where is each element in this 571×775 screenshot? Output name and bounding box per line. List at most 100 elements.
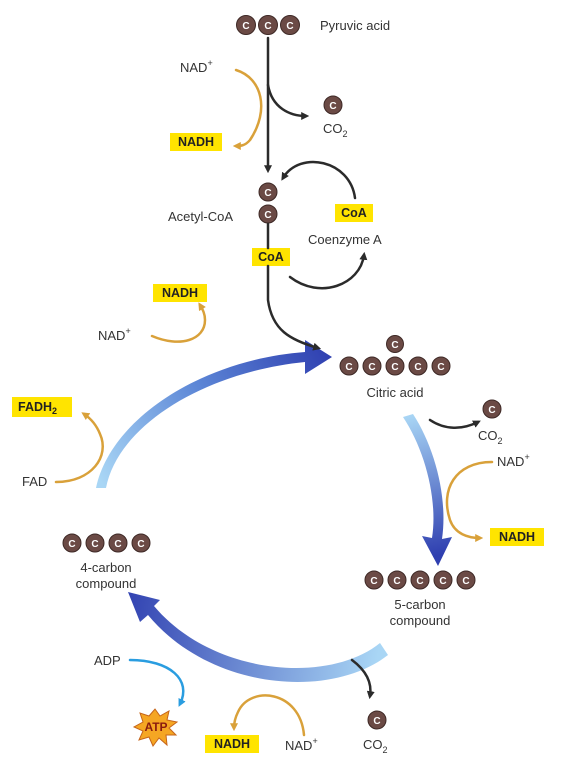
carbon-letter: C [114,539,121,550]
co2-bottom: C CO2 [363,710,388,755]
carbon-letter: C [439,576,446,587]
carbon-letter: C [414,362,421,373]
nadh-tag-upper-left: NADH [153,284,207,302]
four-carbon-label-line2: compound [76,576,137,591]
five-carbon-label-line2: compound [390,613,451,628]
carbon-letter: C [391,362,398,373]
cycle-arrow-to-4-carbon [128,592,388,682]
carbon-letter: C [91,539,98,550]
cycle-arrow-to-citric-acid [96,340,332,488]
nadh-tag-top: NADH [170,133,222,151]
carbon-atom [431,356,451,376]
carbon-letter: C [137,539,144,550]
carbon-letter: C [370,576,377,587]
carbon-atom [339,356,359,376]
citric-acid-molecule: C C C C C C Citric acid [339,335,451,400]
carbon-letter: C [242,21,249,32]
arrow-nad-to-nadh-upper-left [150,302,207,343]
five-carbon-compound: C C C C C 5-carbon compound [364,570,476,628]
carbon-atom [385,356,405,376]
nad-label: NAD+ [285,736,318,753]
nadh-box [205,735,259,753]
four-carbon-label-line1: 4-carbon [80,560,131,575]
fadh2-text: FADH2 [18,400,57,416]
carbon-atom [85,533,105,553]
co2-label: CO2 [478,428,503,446]
fadh2-tag: FADH2 [12,397,72,417]
co2-top: C CO2 [323,95,348,139]
arrow-release-co2-bottom [350,658,375,700]
nad-upper-left: NAD+ [98,326,131,343]
carbon-atom [258,15,278,35]
nadh-box [490,528,544,546]
carbon-atom [323,95,343,115]
carbon-atom [456,570,476,590]
carbon-letter: C [368,362,375,373]
arrow-release-co2-right [428,418,481,429]
arrow-nad-to-nadh-top [232,68,263,150]
carbon-atom [386,335,404,353]
carbon-letter: C [264,210,271,221]
arrow-coa-recycle-out [288,251,368,290]
citric-acid-label: Citric acid [366,385,423,400]
carbon-atom [408,356,428,376]
carbon-letter: C [286,21,293,32]
nad-label: NAD+ [180,58,213,75]
co2-right: C CO2 [478,399,503,446]
nad-bottom: NAD+ [285,736,318,753]
nadh-text: NADH [214,737,250,751]
arrow-nad-to-nadh-right [445,460,494,542]
nadh-text: NADH [499,530,535,544]
carbon-atom [131,533,151,553]
nadh-tag-right: NADH [490,528,544,546]
carbon-atom [433,570,453,590]
carbon-atom [364,570,384,590]
carbon-atom [236,15,256,35]
adp-label: ADP [94,653,121,668]
arrow-adp-to-atp [128,658,186,707]
carbon-letter: C [393,576,400,587]
atp-text: ATP [144,720,167,734]
cycle-arrow-to-5-carbon [403,414,452,566]
co2-label: CO2 [363,737,388,755]
carbon-letter: C [373,716,380,727]
pyruvic-acid-label: Pyruvic acid [320,18,390,33]
carbon-letter: C [416,576,423,587]
acetyl-coa-label: Acetyl-CoA [168,209,233,224]
nadh-box [153,284,207,302]
carbon-letter: C [437,362,444,373]
carbon-atom [387,570,407,590]
carbon-letter: C [391,340,398,351]
adp-group: ADP [94,653,121,668]
four-carbon-compound: C C C C 4-carbon compound [62,533,151,591]
arrow-coa-recycle-in [281,160,357,200]
co2-label: CO2 [323,121,348,139]
fad-label: FAD [22,474,47,489]
nad-label: NAD+ [98,326,131,343]
carbon-atom [482,399,502,419]
five-carbon-label-line1: 5-carbon [394,597,445,612]
carbon-letter: C [264,21,271,32]
carbon-atom [367,710,387,730]
coa-box-free [335,204,373,222]
arrow-release-co2-top [266,83,310,120]
carbon-letter: C [345,362,352,373]
carbon-atom [362,356,382,376]
coa-text-free: CoA [341,206,367,220]
coa-text-attached: CoA [258,250,284,264]
carbon-atom [258,182,278,202]
nadh-box [170,133,222,151]
nadh-tag-bottom: NADH [205,735,259,753]
coenzyme-a-label: Coenzyme A [308,232,382,247]
pyruvic-acid-molecule: C C C Pyruvic acid [236,15,390,35]
arrow-acetyl-coa-into-cycle [266,264,322,351]
carbon-letter: C [329,101,336,112]
carbon-atom [108,533,128,553]
carbon-letter: C [488,405,495,416]
coenzyme-a-group: CoA Coenzyme A [308,204,382,247]
nad-right: NAD+ [497,452,530,469]
nadh-text: NADH [162,286,198,300]
arrow-fad-to-fadh2 [54,412,104,484]
carbon-atom [410,570,430,590]
